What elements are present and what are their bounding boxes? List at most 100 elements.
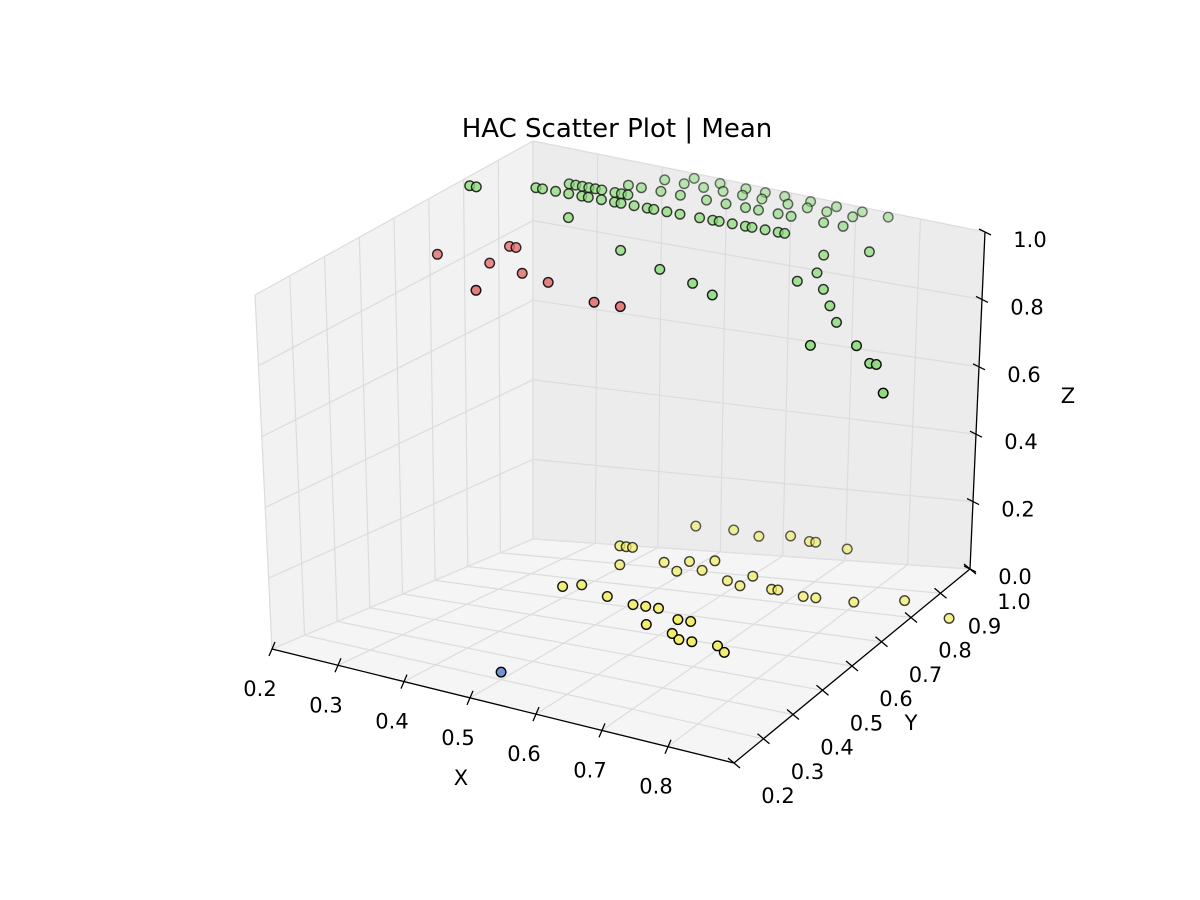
data-point xyxy=(817,283,829,295)
z-tick xyxy=(963,565,977,573)
data-point xyxy=(847,211,859,223)
data-point xyxy=(582,191,594,203)
z-tick xyxy=(969,430,983,438)
data-point xyxy=(627,599,639,611)
data-point xyxy=(622,179,634,191)
data-point xyxy=(696,564,708,576)
data-point xyxy=(791,275,803,287)
data-point xyxy=(882,211,894,223)
data-point xyxy=(810,536,822,548)
z-tick-label: 0.2 xyxy=(1001,498,1034,522)
data-point xyxy=(640,619,652,631)
data-point xyxy=(666,628,678,640)
data-point xyxy=(717,185,729,197)
x-tick xyxy=(466,690,474,706)
data-point xyxy=(655,185,667,197)
data-point xyxy=(588,296,600,308)
data-point xyxy=(470,284,482,296)
data-point xyxy=(848,596,860,608)
y-tick-label: 0.3 xyxy=(791,760,824,784)
data-point xyxy=(635,182,647,194)
data-point xyxy=(674,208,686,220)
z-tick-label: 0.4 xyxy=(1004,430,1037,454)
data-point xyxy=(818,249,830,261)
data-point xyxy=(671,565,683,577)
data-point xyxy=(690,520,702,532)
data-point xyxy=(537,183,549,195)
data-point xyxy=(899,595,911,607)
z-tick-label: 0.6 xyxy=(1007,363,1040,387)
data-point xyxy=(576,579,588,591)
x-tick xyxy=(598,723,606,738)
y-tick xyxy=(845,660,859,672)
data-point xyxy=(653,602,665,614)
data-point xyxy=(431,248,443,260)
y-tick xyxy=(904,612,918,623)
data-point xyxy=(687,277,699,289)
data-point xyxy=(856,206,868,218)
data-point xyxy=(772,584,784,596)
data-point xyxy=(596,184,608,196)
data-points xyxy=(431,172,955,678)
data-point xyxy=(495,666,507,678)
data-point xyxy=(659,174,671,186)
z-tick xyxy=(975,295,989,303)
data-point xyxy=(821,206,833,218)
z-tick-label: 0.8 xyxy=(1010,295,1043,319)
data-point xyxy=(709,555,721,567)
x-tick-label: 0.7 xyxy=(573,758,606,782)
data-point xyxy=(562,212,574,224)
y-tick-label: 0.8 xyxy=(938,639,971,663)
data-point xyxy=(831,201,843,213)
y-tick-label: 1.0 xyxy=(997,590,1030,614)
data-point xyxy=(797,591,809,603)
data-point xyxy=(701,194,713,206)
y-tick xyxy=(757,733,770,745)
y-tick-label: 0.5 xyxy=(850,711,883,735)
data-point xyxy=(698,181,710,193)
y-tick-label: 0.7 xyxy=(909,663,942,687)
axis-lines xyxy=(268,228,992,769)
x-axis-line xyxy=(271,648,735,764)
data-point xyxy=(877,387,889,399)
x-tick xyxy=(532,706,540,722)
chart-title: HAC Scatter Plot | Mean xyxy=(462,114,773,144)
y-tick xyxy=(727,757,741,769)
data-point xyxy=(837,220,849,232)
data-point xyxy=(685,616,697,628)
z-tick-label: 0.0 xyxy=(998,565,1031,589)
y-tick-label: 0.2 xyxy=(761,784,794,808)
data-point xyxy=(510,241,522,253)
data-point xyxy=(753,530,765,542)
x-tick-label: 0.8 xyxy=(639,775,672,799)
data-point xyxy=(779,227,791,239)
data-point xyxy=(870,359,882,371)
data-point xyxy=(943,612,955,624)
x-axis-label: X xyxy=(454,766,468,790)
z-axis-line xyxy=(969,231,986,570)
data-point xyxy=(654,263,666,275)
data-point xyxy=(728,524,740,536)
tick-labels: 0.20.30.40.50.60.70.8 0.20.30.40.50.60.70… xyxy=(243,228,1046,808)
data-point xyxy=(516,267,528,279)
data-point xyxy=(726,218,738,230)
data-point xyxy=(851,340,863,352)
y-tick-label: 0.9 xyxy=(968,614,1001,638)
data-point xyxy=(746,221,758,233)
data-point xyxy=(673,634,685,646)
x-tick-label: 0.6 xyxy=(507,742,540,766)
data-point xyxy=(550,185,562,197)
data-point xyxy=(563,188,575,200)
data-point xyxy=(831,316,843,328)
data-point xyxy=(648,203,660,215)
data-point xyxy=(841,543,853,555)
data-point xyxy=(824,300,836,312)
grid-lines xyxy=(254,140,986,764)
y-axis-label: Y xyxy=(904,711,918,735)
y-tick xyxy=(786,709,800,720)
data-point xyxy=(674,189,686,201)
data-point xyxy=(542,276,554,288)
data-point xyxy=(684,556,696,568)
data-point xyxy=(818,217,830,229)
data-point xyxy=(756,193,768,205)
